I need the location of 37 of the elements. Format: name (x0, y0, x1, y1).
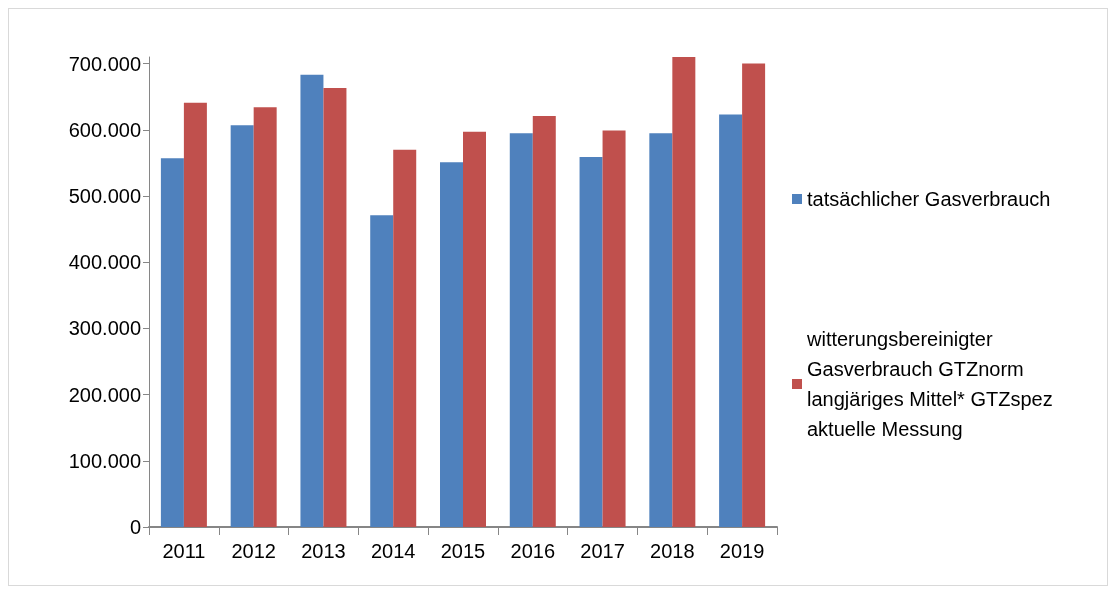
x-tick-label: 2014 (370, 540, 416, 562)
bar (300, 74, 324, 527)
y-tick-label: 600.000 (68, 118, 141, 141)
legend-label: tatsächlicher Gasverbrauch (807, 188, 1051, 210)
x-tick-label: 2013 (301, 540, 346, 562)
bar (719, 114, 743, 527)
y-tick-label: 200.000 (68, 383, 141, 406)
y-tick-label: 400.000 (68, 251, 141, 274)
y-tick-label: 500.000 (68, 185, 141, 208)
bar (230, 125, 254, 527)
bar (463, 131, 486, 527)
x-tick-label: 2015 (440, 540, 486, 562)
x-tick-label: 2018 (650, 540, 695, 562)
x-tick-label: 2011 (162, 540, 206, 562)
y-tick-label: 700.000 (68, 52, 141, 75)
bar (323, 88, 347, 527)
bar (253, 107, 277, 527)
bar (672, 57, 696, 527)
bar (183, 102, 207, 527)
x-tick-label: 2016 (510, 540, 556, 562)
legend-label: witterungsbereinigter Gasverbrauch GTZnorm langjäriges Mittel* GTZspez aktuelle Messung (806, 328, 1059, 440)
x-tick-label: 2017 (580, 540, 625, 562)
y-tick-label: 100.000 (68, 449, 141, 472)
bar (742, 63, 766, 527)
bar (440, 162, 463, 527)
bar (160, 158, 184, 527)
x-tick-label: 2019 (719, 540, 765, 562)
bar (509, 133, 533, 527)
bar (393, 149, 417, 527)
bar (649, 133, 673, 527)
y-tick-label: 0 (129, 516, 141, 538)
bar (602, 130, 626, 527)
bar (532, 115, 556, 527)
bar (579, 156, 603, 527)
y-tick-label: 300.000 (68, 317, 141, 340)
bar (370, 215, 394, 527)
x-tick-label: 2012 (231, 540, 276, 562)
